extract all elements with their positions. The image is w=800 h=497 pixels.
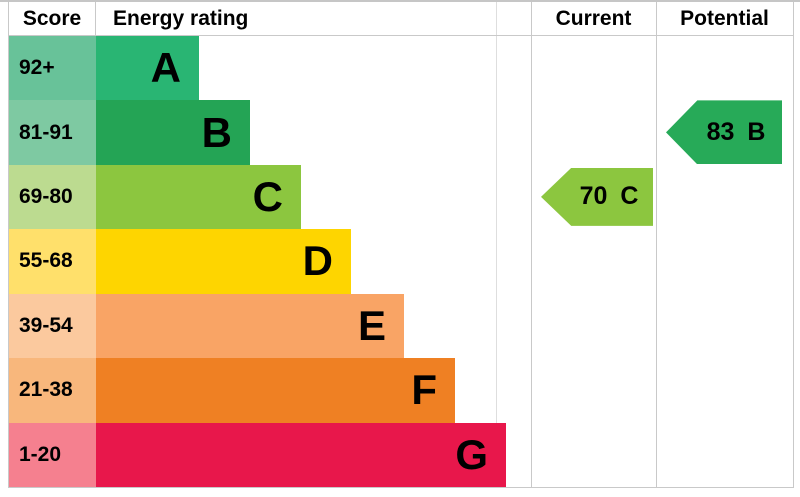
band-score-range: 81-91 xyxy=(9,100,96,165)
band-score-range: 21-38 xyxy=(9,358,96,423)
band-row: 21-38 F xyxy=(9,358,793,423)
current-letter: C xyxy=(620,182,639,211)
potential-letter: B xyxy=(747,117,766,146)
current-column-header: Current xyxy=(555,6,632,30)
band-score-range: 55-68 xyxy=(9,229,96,294)
column-divider-current xyxy=(531,2,532,487)
band-row: 39-54 E xyxy=(9,293,793,359)
band-bar: F xyxy=(96,358,455,423)
potential-value: 83 xyxy=(706,117,735,146)
column-divider-potential xyxy=(656,2,657,487)
band-bar: A xyxy=(96,36,199,101)
band-row: 81-91 B xyxy=(9,100,793,165)
band-bar: G xyxy=(96,422,506,487)
band-score-range: 1-20 xyxy=(9,422,96,487)
bands-rows: 92+ A 81-91 B 69-80 C 55-68 D 39-54 E 21-38 F 1-20 G xyxy=(9,36,793,487)
chart-header-row: Score Energy rating Current Potential xyxy=(9,2,793,36)
band-bar: B xyxy=(96,100,250,165)
energy-rating-column-header: Energy rating xyxy=(113,6,249,30)
band-score-range: 39-54 xyxy=(9,293,96,359)
band-row: 1-20 G xyxy=(9,422,793,487)
band-row: 92+ A xyxy=(9,36,793,101)
spacer-column-header xyxy=(496,2,531,35)
epc-rating-chart: Score Energy rating Current Potential 92… xyxy=(8,2,794,488)
current-value: 70 xyxy=(579,182,608,211)
band-bar: E xyxy=(96,293,404,359)
top-border-line xyxy=(0,0,800,2)
score-column-header: Score xyxy=(9,2,96,35)
band-score-range: 69-80 xyxy=(9,164,96,230)
band-bar: C xyxy=(96,164,301,230)
band-bar: D xyxy=(96,229,351,294)
band-score-range: 92+ xyxy=(9,36,96,101)
band-row: 69-80 C xyxy=(9,164,793,230)
column-divider-energy xyxy=(496,2,497,487)
band-row: 55-68 D xyxy=(9,229,793,294)
potential-column-header: Potential xyxy=(680,6,769,30)
